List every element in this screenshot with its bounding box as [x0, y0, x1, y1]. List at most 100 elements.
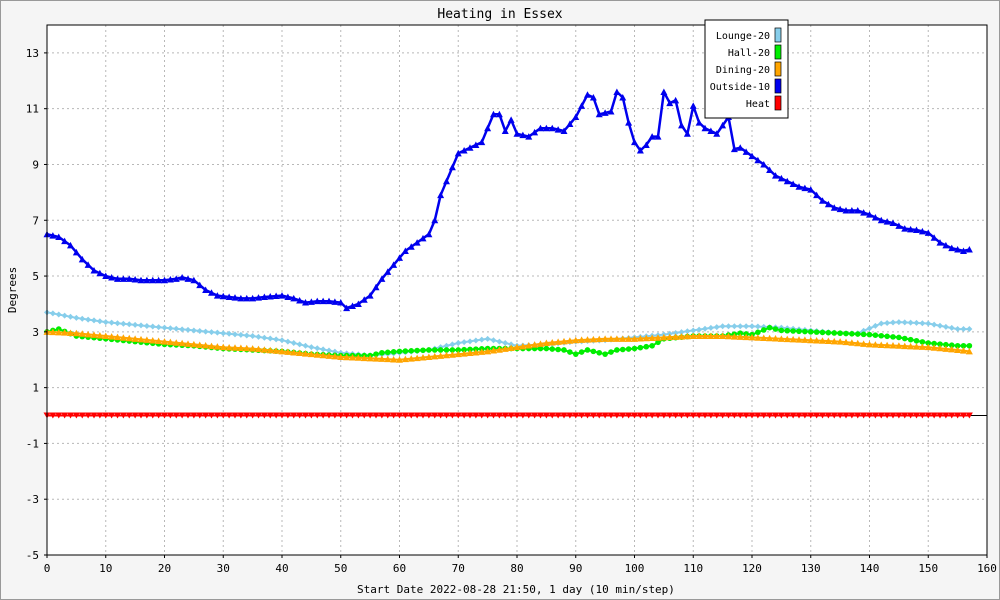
data-point — [79, 315, 86, 322]
data-point — [260, 346, 268, 353]
data-point — [913, 343, 920, 350]
data-point — [296, 349, 304, 357]
data-point — [190, 340, 198, 348]
data-point — [226, 330, 233, 337]
data-point — [202, 342, 210, 349]
data-point — [467, 346, 473, 353]
data-point — [213, 292, 221, 299]
data-point — [572, 113, 580, 121]
data-point — [366, 354, 374, 362]
data-point — [666, 99, 674, 107]
data-point — [225, 293, 233, 300]
data-point — [824, 412, 832, 419]
data-point — [742, 412, 750, 419]
data-point — [396, 348, 403, 355]
tick-labels: 0 10 20 30 40 50 60 70 80 90 100 110 120 130 140 150 160… — [26, 47, 997, 575]
data-point — [166, 412, 174, 419]
data-point — [777, 412, 785, 419]
data-point — [760, 160, 768, 168]
data-point — [331, 412, 339, 419]
data-point — [702, 325, 708, 332]
data-point — [343, 353, 351, 361]
data-point — [249, 294, 257, 302]
data-point — [836, 412, 844, 419]
data-point — [542, 412, 550, 419]
data-point — [766, 324, 773, 331]
data-point — [431, 412, 439, 419]
data-point — [237, 412, 245, 419]
data-point — [484, 335, 491, 342]
data-point — [167, 325, 174, 332]
data-point — [460, 412, 468, 419]
data-point — [572, 336, 580, 344]
data-point — [284, 293, 292, 300]
data-point — [695, 412, 703, 419]
data-point — [743, 323, 750, 330]
data-point — [231, 412, 239, 419]
x-tick-label: 120 — [742, 562, 762, 575]
data-point — [766, 412, 774, 419]
data-point — [854, 207, 862, 214]
data-point — [619, 335, 627, 342]
data-point — [466, 349, 474, 357]
data-point — [924, 229, 932, 236]
data-point — [713, 324, 720, 331]
data-point — [877, 216, 885, 224]
data-point — [219, 343, 227, 351]
data-point — [108, 333, 116, 340]
data-point — [790, 328, 796, 334]
data-point — [337, 353, 345, 360]
data-point — [319, 412, 327, 419]
data-point — [390, 349, 397, 355]
data-point — [872, 322, 879, 329]
data-point — [560, 127, 568, 134]
data-point — [848, 339, 856, 346]
data-point — [172, 339, 180, 346]
data-point — [795, 183, 803, 190]
data-point — [102, 332, 110, 340]
data-point — [837, 330, 843, 337]
data-point — [448, 163, 456, 171]
data-point — [337, 299, 345, 306]
data-point — [119, 334, 127, 341]
data-point — [425, 412, 433, 419]
series-outside-10 — [43, 88, 973, 312]
data-point — [631, 335, 638, 342]
data-point — [760, 412, 768, 419]
data-point — [678, 329, 685, 336]
data-point — [278, 292, 286, 299]
data-point — [431, 352, 439, 360]
data-point — [901, 412, 909, 419]
data-point — [354, 354, 362, 361]
data-point — [918, 343, 926, 350]
data-point — [919, 339, 926, 345]
data-point — [249, 345, 257, 352]
data-point — [307, 412, 315, 419]
data-point — [49, 328, 57, 336]
data-point — [449, 347, 456, 353]
data-point — [454, 350, 462, 358]
data-point — [202, 328, 209, 335]
data-point — [813, 336, 821, 344]
data-point — [125, 334, 133, 342]
data-point — [525, 133, 533, 140]
data-point — [561, 347, 567, 353]
data-point — [108, 273, 116, 281]
x-tick-label: 100 — [625, 562, 645, 575]
data-point — [161, 276, 168, 284]
data-point — [807, 336, 815, 344]
data-point — [484, 124, 492, 132]
data-point — [884, 333, 890, 340]
data-point — [126, 321, 133, 328]
data-point — [824, 200, 832, 208]
data-point — [672, 329, 679, 336]
data-point — [943, 341, 949, 348]
data-point — [166, 338, 174, 346]
data-point — [243, 412, 251, 419]
data-point — [208, 412, 215, 419]
y-tick-label: 5 — [32, 270, 39, 283]
data-point — [966, 342, 973, 349]
data-point — [802, 328, 808, 335]
data-point — [542, 124, 550, 132]
data-point — [860, 340, 868, 347]
